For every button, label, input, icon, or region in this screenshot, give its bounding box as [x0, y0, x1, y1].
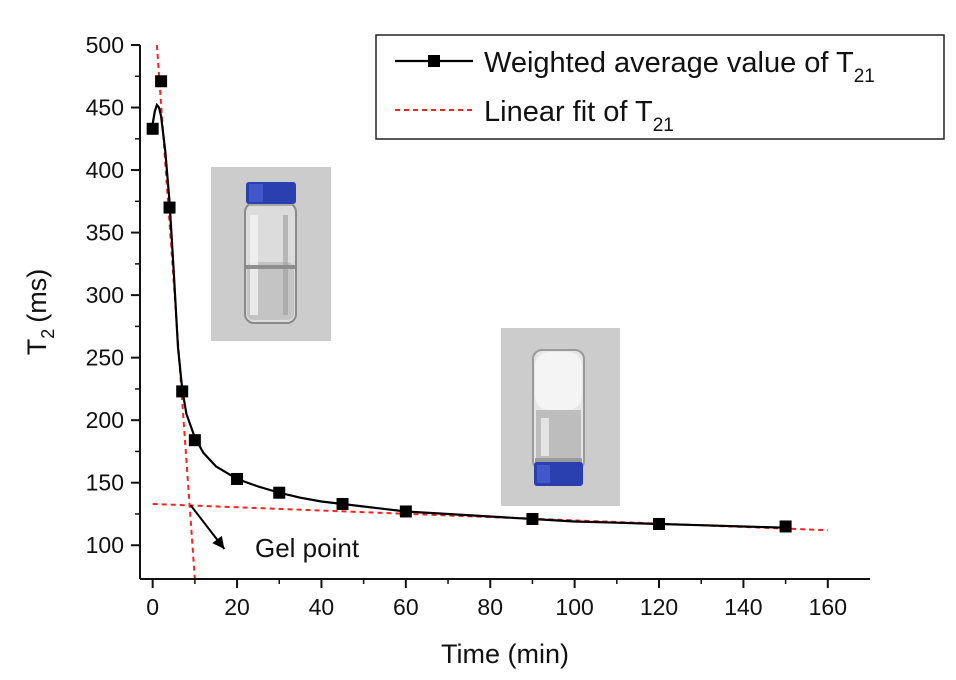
- legend-entry-fit-main: Linear fit of T: [484, 96, 653, 128]
- data-point: [653, 517, 666, 530]
- y-axis-title: T2 (ms): [22, 269, 58, 356]
- data-point: [231, 472, 244, 485]
- data-point: [399, 505, 412, 518]
- legend: Weighted average value of T21 Linear fit…: [375, 34, 945, 140]
- legend-marker-sample: [428, 55, 440, 67]
- gel-point-label: Gel point: [255, 533, 360, 563]
- axes: [139, 45, 870, 580]
- y-tick-label: 500: [86, 32, 124, 58]
- data-point: [146, 122, 159, 135]
- data-point: [188, 434, 201, 447]
- y-tick-label: 450: [86, 95, 124, 121]
- x-tick-label: 60: [393, 594, 419, 620]
- data-point: [526, 512, 539, 525]
- y-tick-label: 100: [86, 532, 124, 558]
- data-point: [163, 201, 176, 214]
- y-tick-label: 300: [86, 282, 124, 308]
- x-tick-label: 40: [309, 594, 335, 620]
- legend-entry-weighted: Weighted average value of T21: [484, 47, 875, 87]
- x-tick-label: 140: [724, 594, 762, 620]
- x-ticks: 0 20 40 60 80 100 120 140 160: [146, 579, 847, 620]
- data-point: [336, 497, 349, 510]
- x-tick-label: 0: [146, 594, 159, 620]
- x-tick-label: 160: [809, 594, 847, 620]
- legend-entry-weighted-main: Weighted average value of T: [484, 47, 854, 79]
- y-ticks: 100 150 200 250 300 350 400 450 500: [86, 32, 140, 558]
- x-tick-label: 80: [477, 594, 503, 620]
- weighted-average-markers: [146, 75, 792, 533]
- y-tick-label: 150: [86, 470, 124, 496]
- x-axis-title: Time (min): [441, 639, 569, 669]
- svg-text:T2(ms): T2 (ms): [22, 269, 58, 356]
- y-tick-label: 200: [86, 407, 124, 433]
- x-tick-label: 120: [640, 594, 678, 620]
- liquid-vial-photo: [211, 167, 331, 341]
- x-tick-label: 100: [555, 594, 593, 620]
- legend-entry-fit-sub: 21: [653, 115, 674, 136]
- data-point: [273, 486, 286, 499]
- legend-entry-weighted-sub: 21: [854, 66, 875, 87]
- data-point: [176, 385, 189, 398]
- y-tick-label: 400: [86, 157, 124, 183]
- legend-entry-fit: Linear fit of T21: [484, 96, 674, 136]
- gel-point-annotation: Gel point: [189, 504, 360, 563]
- y-tick-label: 350: [86, 220, 124, 246]
- y-axis-title-unit: (ms): [22, 269, 52, 323]
- legend-box: [375, 34, 945, 140]
- y-tick-label: 250: [86, 345, 124, 371]
- data-point: [779, 520, 792, 533]
- data-point: [155, 75, 168, 88]
- gel-point-arrowhead: [212, 535, 225, 549]
- y-axis-title-sub: 2: [38, 329, 58, 339]
- y-axis-title-main: T: [22, 339, 52, 356]
- weighted-average-curve: [151, 102, 786, 529]
- x-tick-label: 20: [224, 594, 250, 620]
- gel-vial-photo: [501, 328, 620, 506]
